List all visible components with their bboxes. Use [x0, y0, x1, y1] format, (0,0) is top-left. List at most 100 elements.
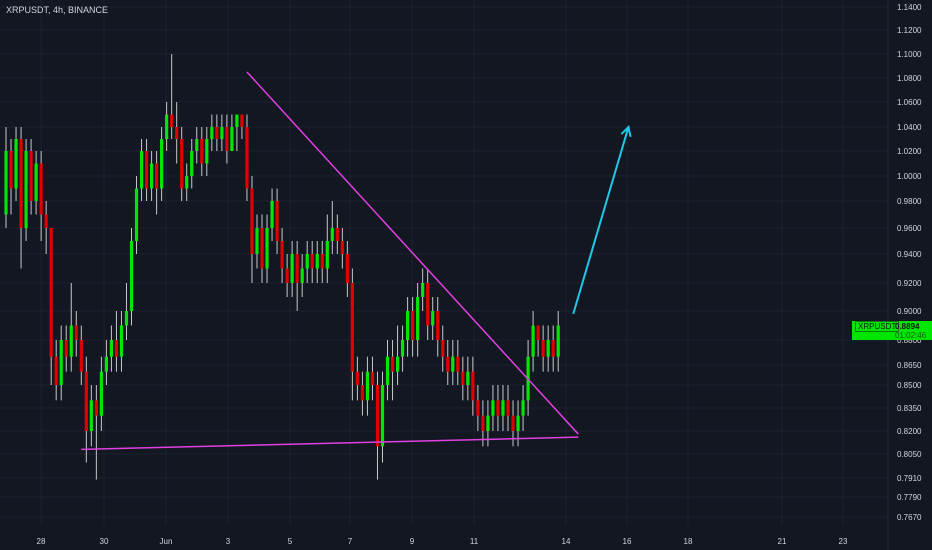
- candle-up: [210, 127, 214, 139]
- candle-up: [406, 311, 410, 340]
- candle-down: [461, 371, 465, 385]
- candle-down: [511, 415, 515, 431]
- candle-up: [400, 340, 405, 357]
- price-tick-label: 0.7790: [897, 493, 922, 502]
- candle-down: [536, 325, 540, 340]
- candle-up: [385, 356, 390, 385]
- candle-up: [195, 139, 199, 151]
- candle-up: [129, 241, 134, 311]
- candle-up: [521, 400, 525, 416]
- price-tick-label: 0.8800: [897, 336, 922, 345]
- price-tick-label: 0.9800: [897, 197, 922, 206]
- drawings: [81, 71, 632, 451]
- last-price-tag: XRPUSDT 0.8894 01:02:46: [852, 321, 932, 340]
- price-tick-label: 0.8350: [897, 404, 922, 413]
- candle-down: [285, 268, 289, 283]
- candle-up: [24, 151, 28, 228]
- candle-down: [481, 415, 485, 431]
- candle-down: [39, 163, 43, 215]
- candle-up: [501, 400, 505, 416]
- candle-down: [29, 151, 33, 201]
- forecast-arrowhead: [620, 124, 632, 137]
- price-tag-value: 0.8894: [895, 322, 920, 331]
- price-tick-label: 0.9200: [897, 279, 922, 288]
- candle-up: [34, 163, 38, 201]
- price-tick-label: 0.8050: [897, 450, 922, 459]
- candle-up: [149, 163, 154, 189]
- candle-down: [170, 114, 174, 127]
- time-axis[interactable]: 28 30 Jun 3 5 7 9 11 14 16 18 21 23: [37, 537, 848, 546]
- candle-up: [109, 340, 114, 357]
- candle-down: [84, 371, 88, 431]
- candle-up: [516, 415, 520, 431]
- candle-up: [380, 385, 385, 447]
- price-tick-label: 1.0200: [897, 147, 922, 156]
- candle-up: [330, 228, 334, 241]
- time-tick-label: 14: [562, 537, 571, 546]
- candle-down: [240, 114, 244, 127]
- candle-down: [320, 254, 324, 269]
- price-tick-label: 1.0400: [897, 123, 922, 132]
- candle-down: [295, 254, 299, 283]
- candle-down: [551, 340, 555, 357]
- candle-up: [160, 139, 164, 189]
- candle-up: [134, 188, 139, 241]
- candle-up: [89, 400, 93, 431]
- candle-down: [155, 163, 159, 189]
- time-tick-label: 16: [623, 537, 632, 546]
- candle-up: [139, 151, 144, 189]
- candle-down: [54, 356, 58, 385]
- candle-up: [255, 228, 259, 254]
- candle-down: [390, 356, 395, 372]
- support-line[interactable]: [81, 436, 579, 451]
- price-tick-label: 0.8500: [897, 381, 922, 390]
- candle-down: [19, 139, 23, 228]
- candle-down: [360, 385, 365, 401]
- candle-down: [275, 201, 279, 241]
- price-tick-label: 1.1200: [897, 26, 922, 35]
- candle-up: [416, 297, 420, 340]
- candle-up: [290, 254, 294, 283]
- candle-up: [185, 176, 189, 189]
- candle-down: [335, 228, 339, 241]
- candle-up: [451, 356, 455, 372]
- price-axis[interactable]: 1.1400 1.1200 1.1000 1.0800 1.0600 1.0400 1.02…: [897, 3, 922, 522]
- time-tick-label: 18: [684, 537, 693, 546]
- candle-down: [9, 151, 13, 189]
- time-tick-label: 28: [37, 537, 46, 546]
- time-tick-label: 7: [348, 537, 353, 546]
- candle-up: [315, 254, 319, 269]
- candle-up: [491, 400, 495, 416]
- candle-up: [265, 228, 269, 269]
- candle-down: [471, 371, 475, 401]
- price-tick-label: 0.9000: [897, 307, 922, 316]
- candle-down: [355, 371, 359, 385]
- candle-down: [446, 356, 450, 372]
- candle-up: [220, 127, 224, 139]
- symbol-header: XRPUSDT, 4h, BINANCE: [6, 5, 109, 15]
- candle-up: [325, 241, 329, 269]
- candle-up: [365, 371, 370, 401]
- candle-up: [486, 415, 490, 431]
- descending-trendline[interactable]: [246, 71, 579, 435]
- candle-down: [280, 241, 284, 269]
- candle-down: [144, 151, 149, 189]
- candle-up: [14, 139, 18, 189]
- candle-down: [225, 127, 229, 151]
- price-tick-label: 0.8200: [897, 427, 922, 436]
- candle-down: [180, 139, 184, 189]
- time-tick-label: 30: [100, 537, 109, 546]
- candle-up: [69, 325, 73, 357]
- candle-up: [4, 151, 8, 215]
- candle-up: [104, 356, 108, 372]
- candle-down: [441, 340, 445, 357]
- candle-down: [436, 311, 440, 340]
- candle-up: [205, 139, 209, 164]
- candle-down: [44, 214, 48, 228]
- candle-down: [260, 228, 264, 269]
- time-tick-label: 23: [839, 537, 848, 546]
- candle-down: [94, 400, 98, 416]
- forecast-arrow[interactable]: [572, 126, 630, 315]
